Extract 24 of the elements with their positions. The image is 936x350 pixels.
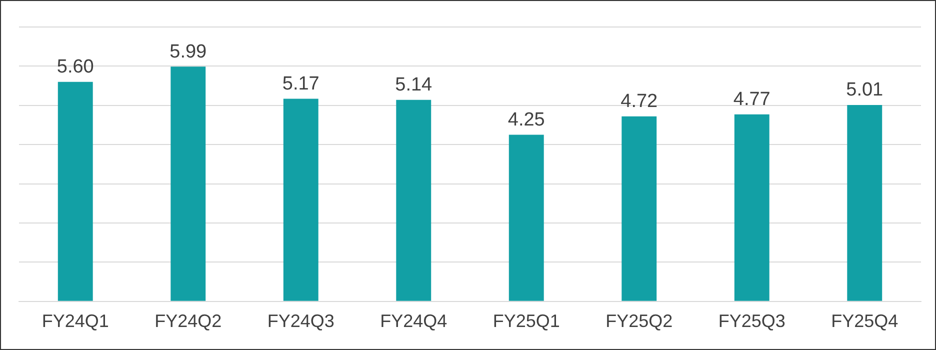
- x-tick-label: FY24Q3: [267, 311, 334, 332]
- x-tick-label: FY25Q2: [606, 311, 673, 332]
- bar: [622, 116, 657, 301]
- bar: [283, 98, 318, 301]
- data-label: 5.99: [170, 41, 207, 62]
- x-tick-label: FY25Q1: [492, 311, 560, 332]
- data-label: 5.01: [846, 80, 884, 101]
- x-tick-label: FY24Q1: [42, 311, 109, 332]
- data-label: 4.77: [733, 89, 770, 110]
- x-tick-label: FY25Q4: [831, 311, 898, 332]
- bar: [508, 134, 544, 301]
- x-tick-label: FY24Q2: [154, 311, 222, 332]
- data-label: 4.72: [620, 91, 658, 112]
- bar: [847, 105, 882, 301]
- bar: [396, 100, 432, 301]
- data-label: 4.25: [508, 110, 545, 131]
- bar: [734, 114, 770, 301]
- x-tick-label: FY24Q4: [380, 311, 448, 332]
- data-label: 5.14: [395, 74, 433, 96]
- bar: [58, 82, 93, 301]
- data-label: 5.60: [56, 56, 94, 78]
- data-label: 5.17: [282, 73, 320, 94]
- bar: [170, 66, 206, 301]
- x-tick-label: FY25Q3: [718, 311, 786, 332]
